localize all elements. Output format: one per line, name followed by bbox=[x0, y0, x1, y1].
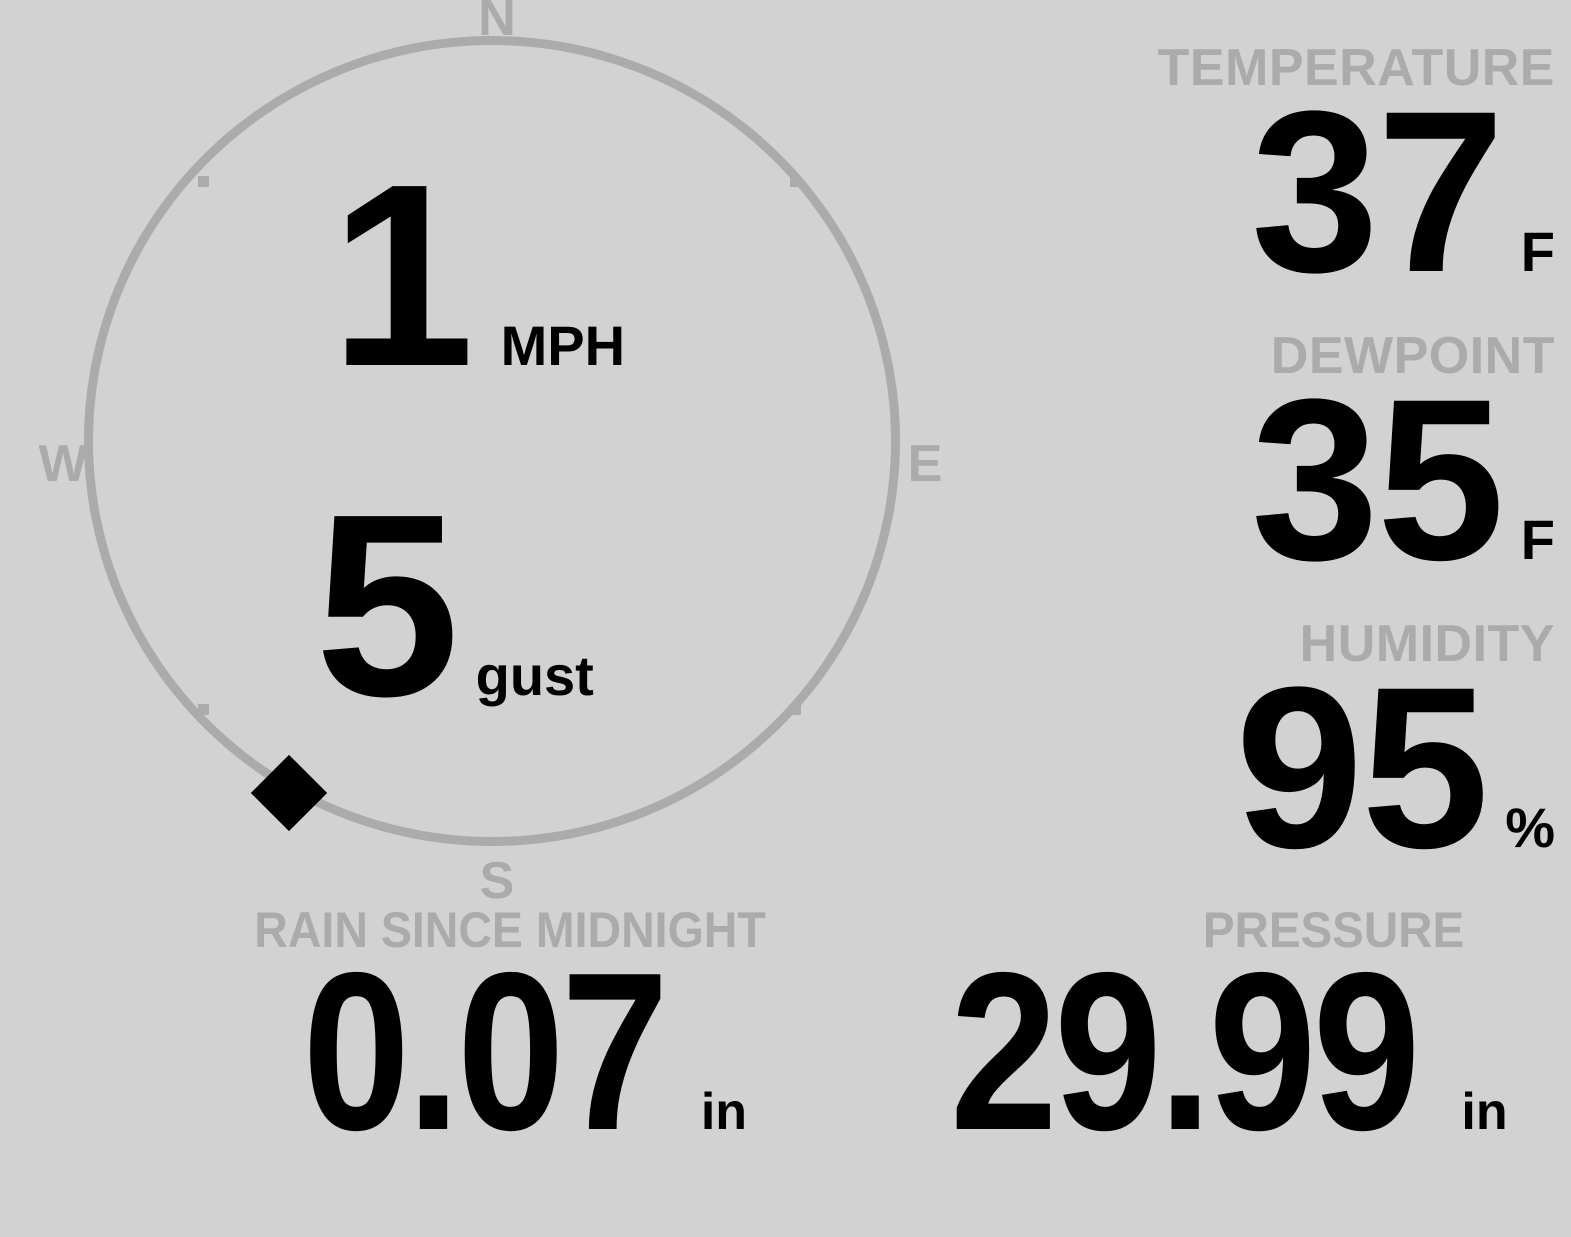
metric-temperature-value: 37 bbox=[1250, 63, 1505, 320]
metric-humidity-value-row: 95 % bbox=[1000, 639, 1555, 896]
metric-temperature-unit: F bbox=[1520, 220, 1555, 283]
metric-dewpoint-value-row: 35 F bbox=[1000, 351, 1555, 608]
metric-dewpoint: DEWPOINT 35 F bbox=[1000, 327, 1555, 608]
metric-temperature-value-row: 37 F bbox=[1000, 63, 1555, 320]
compass-label-west: W bbox=[38, 435, 88, 493]
wind-compass-panel: N E S W 1 MPH 5 gust bbox=[0, 0, 990, 907]
metric-pressure-value: 29.99 bbox=[950, 925, 1420, 1177]
wind-gust-value: 5 bbox=[315, 461, 460, 751]
metric-dewpoint-value: 35 bbox=[1250, 351, 1505, 608]
wind-speed-unit: MPH bbox=[500, 314, 626, 377]
compass-tick-northeast bbox=[790, 176, 801, 187]
metric-pressure-unit: in bbox=[1461, 1083, 1508, 1141]
wind-speed-readout: 1 MPH bbox=[330, 131, 626, 421]
metric-rain-label: RAIN SINCE MIDNIGHT bbox=[254, 902, 766, 958]
metric-rain-unit: in bbox=[700, 1083, 748, 1141]
compass-tick-northwest bbox=[198, 176, 209, 187]
compass-tick-southwest bbox=[198, 704, 209, 715]
compass-label-south: S bbox=[479, 852, 515, 910]
metric-humidity: HUMIDITY 95 % bbox=[1000, 615, 1555, 896]
wind-gust-readout: 5 gust bbox=[315, 461, 594, 751]
metric-humidity-unit: % bbox=[1505, 796, 1555, 859]
metric-dewpoint-label: DEWPOINT bbox=[1270, 327, 1555, 385]
metric-humidity-value: 95 bbox=[1235, 639, 1489, 896]
compass-dial-ring bbox=[84, 36, 900, 846]
compass-tick-southeast bbox=[790, 704, 801, 715]
metric-temperature-label: TEMPERATURE bbox=[1157, 39, 1555, 97]
compass-label-east: E bbox=[907, 435, 943, 493]
metric-pressure-value-row: 29.99 in bbox=[880, 925, 1540, 1177]
metric-temperature: TEMPERATURE 37 F bbox=[1000, 39, 1555, 320]
metric-rain-since-midnight: RAIN SINCE MIDNIGHT 0.07 in bbox=[205, 902, 815, 1177]
metric-humidity-label: HUMIDITY bbox=[1299, 615, 1555, 673]
compass-label-north: N bbox=[478, 0, 516, 47]
wind-gust-unit: gust bbox=[475, 644, 594, 707]
wind-speed-value: 1 bbox=[330, 131, 475, 421]
metric-rain-value: 0.07 bbox=[302, 925, 668, 1177]
metric-pressure: PRESSURE 29.99 in bbox=[880, 905, 1540, 1177]
metric-rain-value-row: 0.07 in bbox=[205, 925, 815, 1177]
metric-dewpoint-unit: F bbox=[1520, 508, 1555, 571]
metric-pressure-label: PRESSURE bbox=[1202, 902, 1465, 958]
